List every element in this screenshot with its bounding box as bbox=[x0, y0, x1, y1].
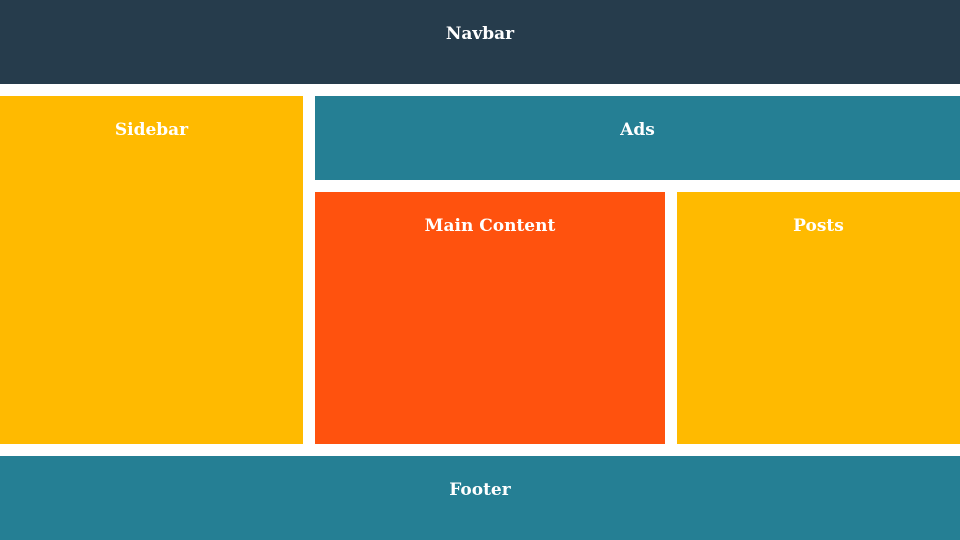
posts-label: Posts bbox=[793, 216, 844, 236]
sidebar-label: Sidebar bbox=[114, 120, 189, 140]
posts-block: Posts bbox=[677, 192, 960, 444]
navbar-label: Navbar bbox=[445, 24, 515, 44]
navbar-block: Navbar bbox=[0, 0, 960, 84]
footer-block: Footer bbox=[0, 456, 960, 540]
ads-block: Ads bbox=[315, 96, 960, 180]
sidebar-block: Sidebar bbox=[0, 96, 303, 444]
main-content-block: Main Content bbox=[315, 192, 665, 444]
ads-label: Ads bbox=[620, 120, 655, 140]
main-content-label: Main Content bbox=[424, 216, 556, 236]
footer-label: Footer bbox=[449, 480, 511, 500]
